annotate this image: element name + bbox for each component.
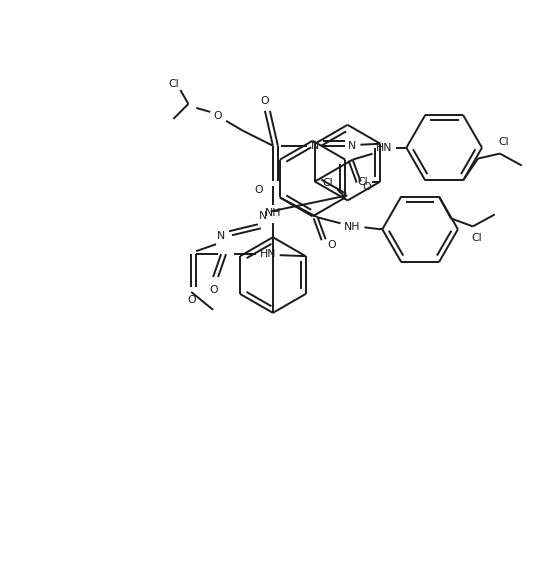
Text: HN: HN [259,249,276,259]
Text: O: O [362,182,371,192]
Text: NH: NH [265,208,281,218]
Text: N: N [348,141,356,151]
Text: Cl: Cl [498,137,509,147]
Text: N: N [259,211,267,221]
Text: O: O [187,295,196,305]
Text: NH: NH [344,222,361,232]
Text: HN: HN [376,143,393,152]
Text: O: O [327,240,336,250]
Text: N: N [310,141,319,151]
Text: O: O [214,111,222,121]
Text: O: O [210,285,218,295]
Text: Cl: Cl [357,176,368,187]
Text: N: N [217,231,225,241]
Text: O: O [260,96,269,106]
Text: O: O [255,185,263,196]
Text: Cl: Cl [168,79,178,89]
Text: Cl: Cl [322,178,333,188]
Text: Cl: Cl [472,233,482,244]
